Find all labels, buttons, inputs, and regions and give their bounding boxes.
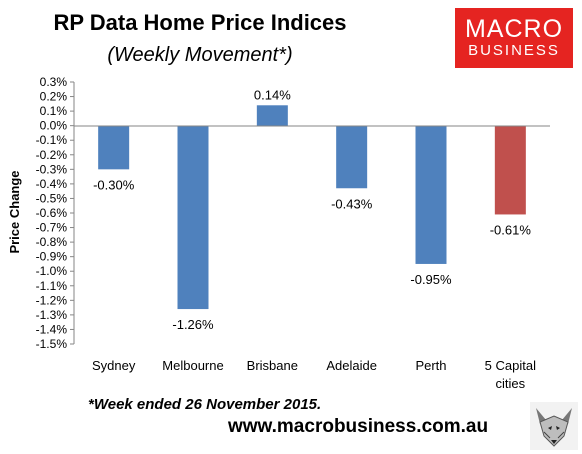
data-label: -0.95%	[410, 272, 452, 287]
data-label: -0.43%	[331, 196, 373, 211]
x-tick-label: Adelaide	[326, 358, 377, 373]
x-tick-label: cities	[496, 376, 526, 391]
y-tick-label: -0.5%	[36, 191, 68, 205]
data-label: -0.30%	[93, 177, 135, 192]
y-tick-label: -0.2%	[36, 148, 68, 162]
x-tick-label: Brisbane	[247, 358, 298, 373]
y-tick-label: 0.0%	[40, 119, 68, 133]
y-tick-label: -0.1%	[36, 133, 68, 147]
footnote: *Week ended 26 November 2015.	[88, 396, 322, 413]
fox-icon	[530, 402, 578, 450]
y-tick-label: -1.5%	[36, 337, 68, 351]
x-tick-label: Melbourne	[162, 358, 223, 373]
chart-title: RP Data Home Price Indices	[53, 10, 347, 35]
y-tick-label: -1.3%	[36, 308, 68, 322]
logo-line-2: BUSINESS	[468, 42, 560, 59]
data-label: 0.14%	[254, 87, 291, 102]
data-label: -0.61%	[490, 222, 532, 237]
y-tick-label: 0.2%	[40, 90, 68, 104]
y-axis-label: Price Change	[7, 170, 22, 253]
macro-business-logo: MACRO BUSINESS	[455, 8, 573, 68]
y-tick-label: -1.4%	[36, 322, 68, 336]
bar	[336, 125, 368, 189]
bar	[256, 105, 288, 126]
y-tick-label: 0.1%	[40, 104, 68, 118]
y-tick-label: -0.3%	[36, 162, 68, 176]
x-tick-label: Perth	[415, 358, 446, 373]
y-tick-label: -0.4%	[36, 177, 68, 191]
y-tick-label: -1.0%	[36, 264, 68, 278]
y-tick-label: -1.2%	[36, 293, 68, 307]
y-tick-label: -0.8%	[36, 235, 68, 249]
x-tick-label: 5 Capital	[485, 358, 536, 373]
y-tick-label: -0.9%	[36, 250, 68, 264]
chart-subtitle: (Weekly Movement*)	[107, 44, 293, 66]
bar-chart: Price Change 0.3%0.2%0.1%0.0%-0.1%-0.2%-…	[7, 75, 550, 391]
x-tick-label: Sydney	[92, 358, 136, 373]
bar	[98, 125, 130, 170]
website-url[interactable]: www.macrobusiness.com.au	[228, 416, 489, 437]
y-tick-label: 0.3%	[40, 75, 68, 89]
bar	[494, 125, 526, 215]
bar	[177, 125, 209, 310]
y-tick-label: -0.7%	[36, 221, 68, 235]
data-label: -1.26%	[172, 317, 214, 332]
logo-line-1: MACRO	[464, 15, 564, 43]
y-tick-label: -1.1%	[36, 279, 68, 293]
bar	[415, 125, 447, 264]
y-tick-label: -0.6%	[36, 206, 68, 220]
